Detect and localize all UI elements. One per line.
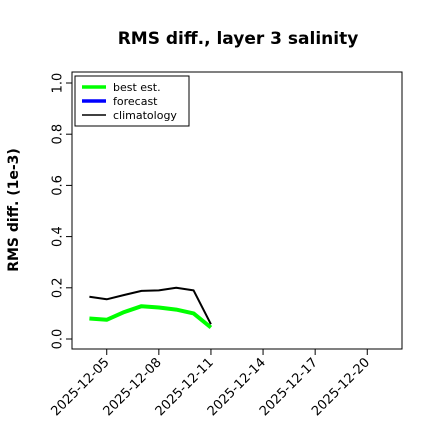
y-tick-label: 0.2	[51, 277, 66, 298]
series-line-best-est	[89, 304, 213, 330]
series-line-climatology	[89, 286, 212, 325]
legend-label-best-est: best est.	[113, 81, 161, 94]
y-tick-label: 0.0	[51, 329, 66, 350]
y-tick-label: 0.8	[51, 124, 66, 145]
y-tick-label: 0.6	[51, 175, 66, 196]
y-axis-label: RMS diff. (1e-3)	[6, 148, 22, 272]
y-tick-label: 1.0	[51, 73, 66, 94]
plot-frame	[71, 71, 403, 350]
legend-label-climatology: climatology	[113, 109, 177, 122]
chart-title: RMS diff., layer 3 salinity	[118, 29, 359, 49]
legend-label-forecast: forecast	[113, 95, 158, 108]
y-tick-label: 0.4	[51, 226, 66, 247]
